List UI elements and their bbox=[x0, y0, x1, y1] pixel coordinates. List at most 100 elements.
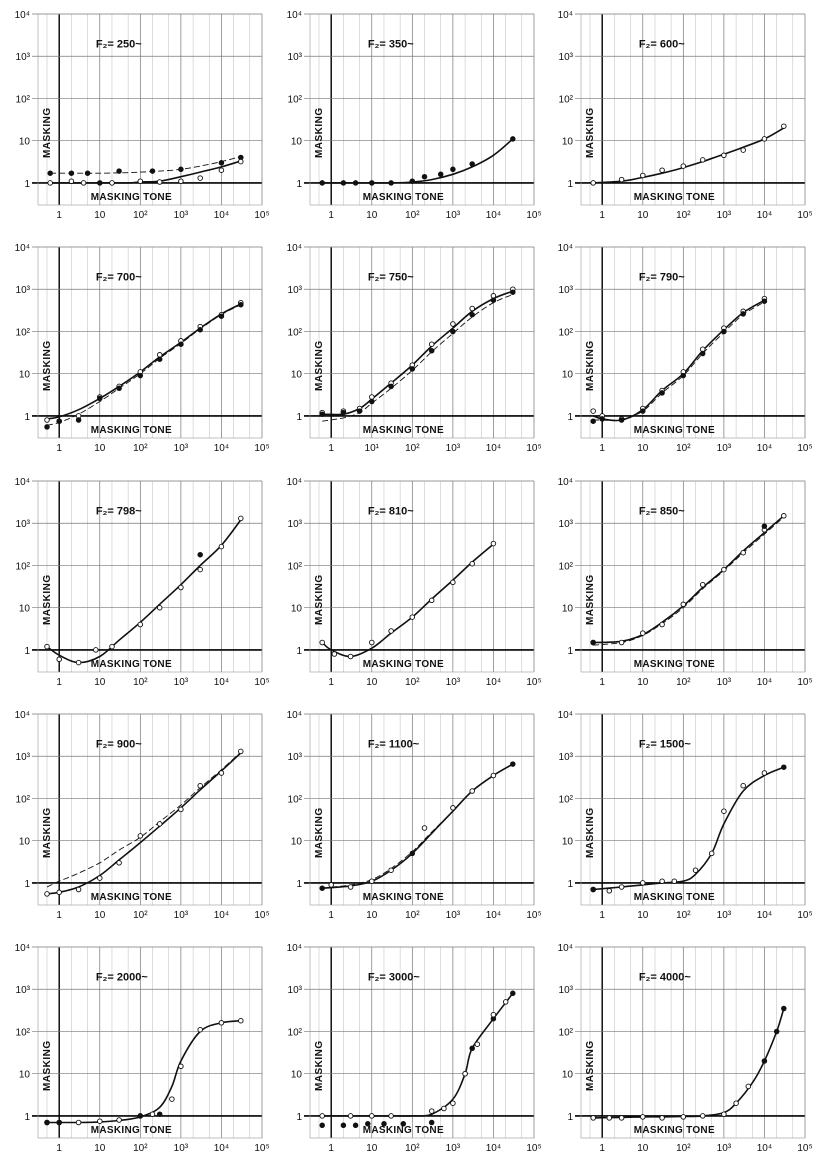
data-point bbox=[197, 551, 203, 558]
x-tick-label: 10² bbox=[405, 443, 420, 454]
x-axis-label: MASKING TONE bbox=[91, 192, 172, 203]
x-tick-label: 10⁴ bbox=[757, 210, 772, 221]
x-tick-label: 10⁴ bbox=[486, 210, 501, 221]
data-point-group bbox=[319, 999, 509, 1119]
x-tick-label: 10⁵ bbox=[797, 677, 812, 688]
y-tick-labels: 1 10 10² 10³ 10⁴ bbox=[15, 243, 31, 423]
x-tick-labels: 1 10 10² 10³ 10⁴ 10⁵ bbox=[328, 210, 541, 221]
x-axis-label: MASKING TONE bbox=[91, 1125, 172, 1136]
x-axis-label: MASKING TONE bbox=[363, 892, 444, 903]
x-tick-labels: 1 10 10² 10³ 10⁴ 10⁵ bbox=[599, 443, 812, 454]
data-point bbox=[109, 643, 115, 650]
x-tick-label: 10² bbox=[405, 910, 420, 921]
data-point bbox=[618, 176, 625, 183]
plot-frame bbox=[309, 13, 535, 206]
data-point bbox=[680, 372, 687, 379]
chart-title: F₂= 750~ bbox=[368, 272, 414, 284]
y-tick-label: 10³ bbox=[16, 52, 31, 63]
fitted-curve bbox=[322, 763, 514, 889]
plot-frame bbox=[37, 480, 263, 673]
x-tick-label: 10 bbox=[94, 677, 106, 688]
data-point bbox=[490, 297, 497, 303]
data-point bbox=[68, 178, 75, 184]
data-point bbox=[409, 850, 416, 857]
data-point bbox=[156, 179, 163, 185]
data-point bbox=[365, 1121, 371, 1127]
data-point bbox=[197, 326, 203, 333]
x-tick-label: 10⁴ bbox=[214, 210, 229, 221]
y-tick-label: 10² bbox=[559, 1027, 574, 1038]
data-point bbox=[328, 882, 334, 888]
data-point bbox=[721, 328, 727, 335]
chart-panel: 1 10 10² 10³ 10⁴ 10⁵ 1 10 10² 10³ 10⁴ MASKING MASKIN… bbox=[0, 233, 270, 466]
data-point bbox=[197, 1026, 203, 1033]
x-tick-labels: 1 10 10² 10³ 10⁴ 10⁵ bbox=[56, 443, 269, 454]
x-tick-label: 10⁴ bbox=[486, 443, 501, 454]
x-tick-label: 10⁴ bbox=[486, 677, 501, 688]
x-tick-label: 10⁴ bbox=[757, 443, 772, 454]
y-tick-labels: 1 10 10² 10³ 10⁴ bbox=[287, 10, 303, 190]
data-point bbox=[490, 293, 497, 299]
data-point bbox=[47, 170, 53, 176]
plot-frame bbox=[37, 946, 263, 1139]
data-point-group bbox=[590, 298, 768, 424]
x-axis-label: MASKING TONE bbox=[363, 425, 444, 436]
data-point-group bbox=[590, 523, 768, 646]
x-tick-label: 1 bbox=[328, 910, 334, 921]
data-point bbox=[218, 160, 225, 166]
data-point bbox=[156, 1111, 163, 1117]
x-tick-labels: 1 10¹ 10² 10³ 10⁴ 10⁵ bbox=[328, 443, 541, 454]
data-point bbox=[469, 161, 475, 167]
chart-panel: 1 10 10² 10³ 10⁴ 10⁵ 1 10 10² 10³ 10⁴ MASKING MASKIN… bbox=[272, 700, 542, 933]
data-point bbox=[469, 788, 475, 794]
x-tick-labels: 1 10 10² 10³ 10⁴ 10⁵ bbox=[56, 1143, 269, 1154]
data-point bbox=[197, 566, 203, 573]
x-tick-label: 10 bbox=[366, 210, 378, 221]
data-point bbox=[97, 180, 103, 186]
x-tick-label: 10⁵ bbox=[797, 1143, 812, 1154]
data-point bbox=[450, 805, 456, 811]
fitted-curve bbox=[322, 992, 514, 1117]
data-point bbox=[238, 301, 244, 308]
data-point bbox=[428, 1119, 435, 1126]
chart-title: F₂= 600~ bbox=[639, 39, 685, 51]
y-tick-label: 1 bbox=[24, 412, 30, 423]
x-tick-label: 10⁴ bbox=[214, 677, 229, 688]
data-point-group bbox=[47, 158, 244, 186]
data-point bbox=[409, 366, 416, 372]
data-point bbox=[347, 653, 354, 660]
x-tick-labels: 1 10 10² 10³ 10⁴ 10⁵ bbox=[599, 210, 812, 221]
chart-panel: 1 10 10² 10³ 10⁴ 10⁵ 1 10 10² 10³ 10⁴ MASKING MASKIN… bbox=[272, 0, 542, 233]
x-axis-label: MASKING TONE bbox=[634, 425, 715, 436]
chart-svg: 1 10 10² 10³ 10⁴ 10⁵ 1 10 10² 10³ 10⁴ MASKING MASKIN… bbox=[558, 943, 813, 1154]
x-tick-label: 10² bbox=[133, 1143, 148, 1154]
x-tick-label: 10 bbox=[637, 210, 649, 221]
data-point bbox=[75, 886, 82, 893]
x-tick-label: 1 bbox=[56, 1143, 62, 1154]
y-tick-label: 10 bbox=[19, 837, 31, 848]
x-tick-label: 10² bbox=[676, 677, 691, 688]
x-tick-label: 10⁵ bbox=[526, 443, 541, 454]
x-axis-label: MASKING TONE bbox=[634, 1125, 715, 1136]
data-point bbox=[692, 867, 699, 873]
data-point bbox=[156, 356, 163, 362]
y-axis-label: MASKING bbox=[42, 340, 53, 391]
y-tick-label: 10⁴ bbox=[558, 943, 573, 954]
chart-panel: 1 10 10² 10³ 10⁴ 10⁵ 1 10 10² 10³ 10⁴ MASKING MASKIN… bbox=[0, 467, 270, 700]
data-point bbox=[47, 180, 53, 186]
y-axis-label: MASKING bbox=[314, 807, 325, 858]
chart-title: F₂= 700~ bbox=[96, 272, 142, 284]
grid bbox=[575, 13, 806, 206]
x-tick-label: 10¹ bbox=[365, 443, 380, 454]
x-tick-label: 10³ bbox=[717, 1143, 732, 1154]
y-tick-labels: 1 10 10² 10³ 10⁴ bbox=[15, 10, 31, 190]
data-point bbox=[437, 171, 444, 178]
x-tick-label: 10³ bbox=[717, 677, 732, 688]
y-tick-label: 10⁴ bbox=[287, 243, 302, 254]
data-point bbox=[510, 136, 516, 142]
grid bbox=[304, 713, 535, 906]
x-tick-label: 10⁴ bbox=[486, 1143, 501, 1154]
y-tick-labels: 1 10 10² 10³ 10⁴ bbox=[287, 243, 303, 423]
data-point bbox=[699, 1113, 706, 1119]
chart-title: F₂= 1500~ bbox=[639, 739, 692, 751]
